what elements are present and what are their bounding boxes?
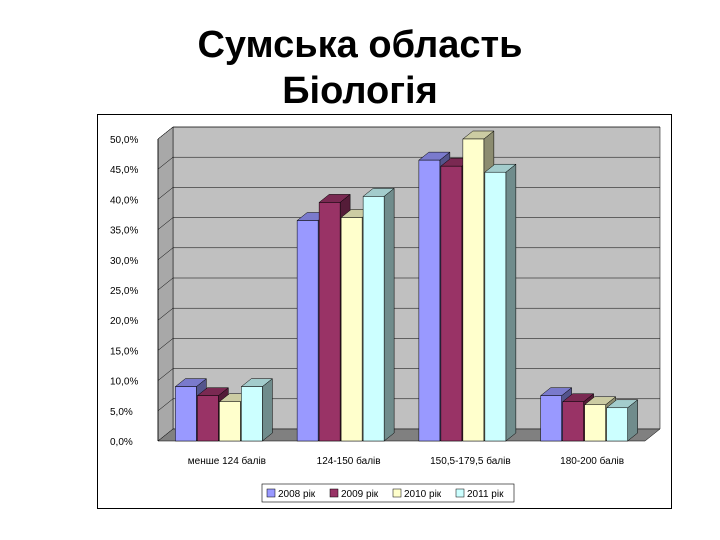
gridline-side [157,277,174,291]
bar-side [383,187,395,442]
legend: 2008 рік 2009 рік 2010 рік 2011 рік [261,483,515,503]
y-tick-label: 45,0% [110,165,138,176]
bar-side [262,378,273,442]
y-tick-label: 30,0% [110,256,138,267]
legend-label: 2009 рік [341,489,379,500]
gridline-side [157,126,174,140]
bar-side [505,163,517,442]
y-axis: 0,0% 5,0% 10,0% 15,0% 20,0% 25,0% 30,0% 35,0% 40… [110,126,660,448]
y-tick-label: 25,0% [110,286,138,297]
bar-front [197,395,219,442]
bar-front [241,386,263,442]
bar [240,378,274,442]
x-category-label: 124-150 балів [317,455,381,467]
bar [362,187,395,442]
bar-front [362,196,385,442]
y-tick-label: 40,0% [110,195,138,206]
gridline-side [157,217,174,230]
y-tick-label: 50,0% [110,135,138,146]
bar-front [318,202,341,442]
gridline-side [157,247,174,260]
bar-front [584,404,606,442]
bar-front [175,386,197,442]
title-line-1: Сумська область [197,24,523,66]
gridline-side [157,157,174,170]
bar-front [562,401,584,442]
legend-swatch [455,488,465,498]
gridline-side [157,398,174,411]
bar-front [462,138,485,442]
x-axis: менше 124 балів 124-150 балів 150,5-179,5 … [188,455,624,467]
bar-front [440,165,463,442]
bar [605,399,639,442]
x-category-label: 150,5-179,5 балів [430,455,511,467]
y-tick-label: 0,0% [110,437,133,448]
bar-front [606,407,628,442]
gridline-side [157,187,174,200]
y-tick-label: 10,0% [110,377,138,388]
gridline-side [157,368,174,381]
gridline-side [157,338,174,351]
bar [484,163,517,442]
bar-front [219,401,241,442]
bars [174,130,639,442]
y-tick-label: 15,0% [110,346,138,357]
gridline-side [157,308,174,321]
x-category-label: 180-200 балів [560,455,624,467]
slide-title: Сумська область Біологія [0,22,720,114]
title-line-2: Біологія [282,70,438,112]
legend-label: 2010 рік [404,489,442,500]
y-tick-label: 5,0% [110,407,133,418]
legend-swatch [266,488,276,498]
y-tick-label: 35,0% [110,226,138,237]
bar-front [484,171,507,442]
bar-front [418,159,441,442]
legend-box [261,483,515,503]
legend-swatch [392,488,402,498]
bar-front [296,220,319,442]
x-category-label: менше 124 балів [188,455,266,467]
legend-swatch [329,488,339,498]
bar-front [340,217,363,442]
bar-front [540,395,562,442]
y-tick-label: 20,0% [110,316,138,327]
legend-label: 2011 рік [467,489,504,500]
legend-label: 2008 рік [278,489,316,500]
